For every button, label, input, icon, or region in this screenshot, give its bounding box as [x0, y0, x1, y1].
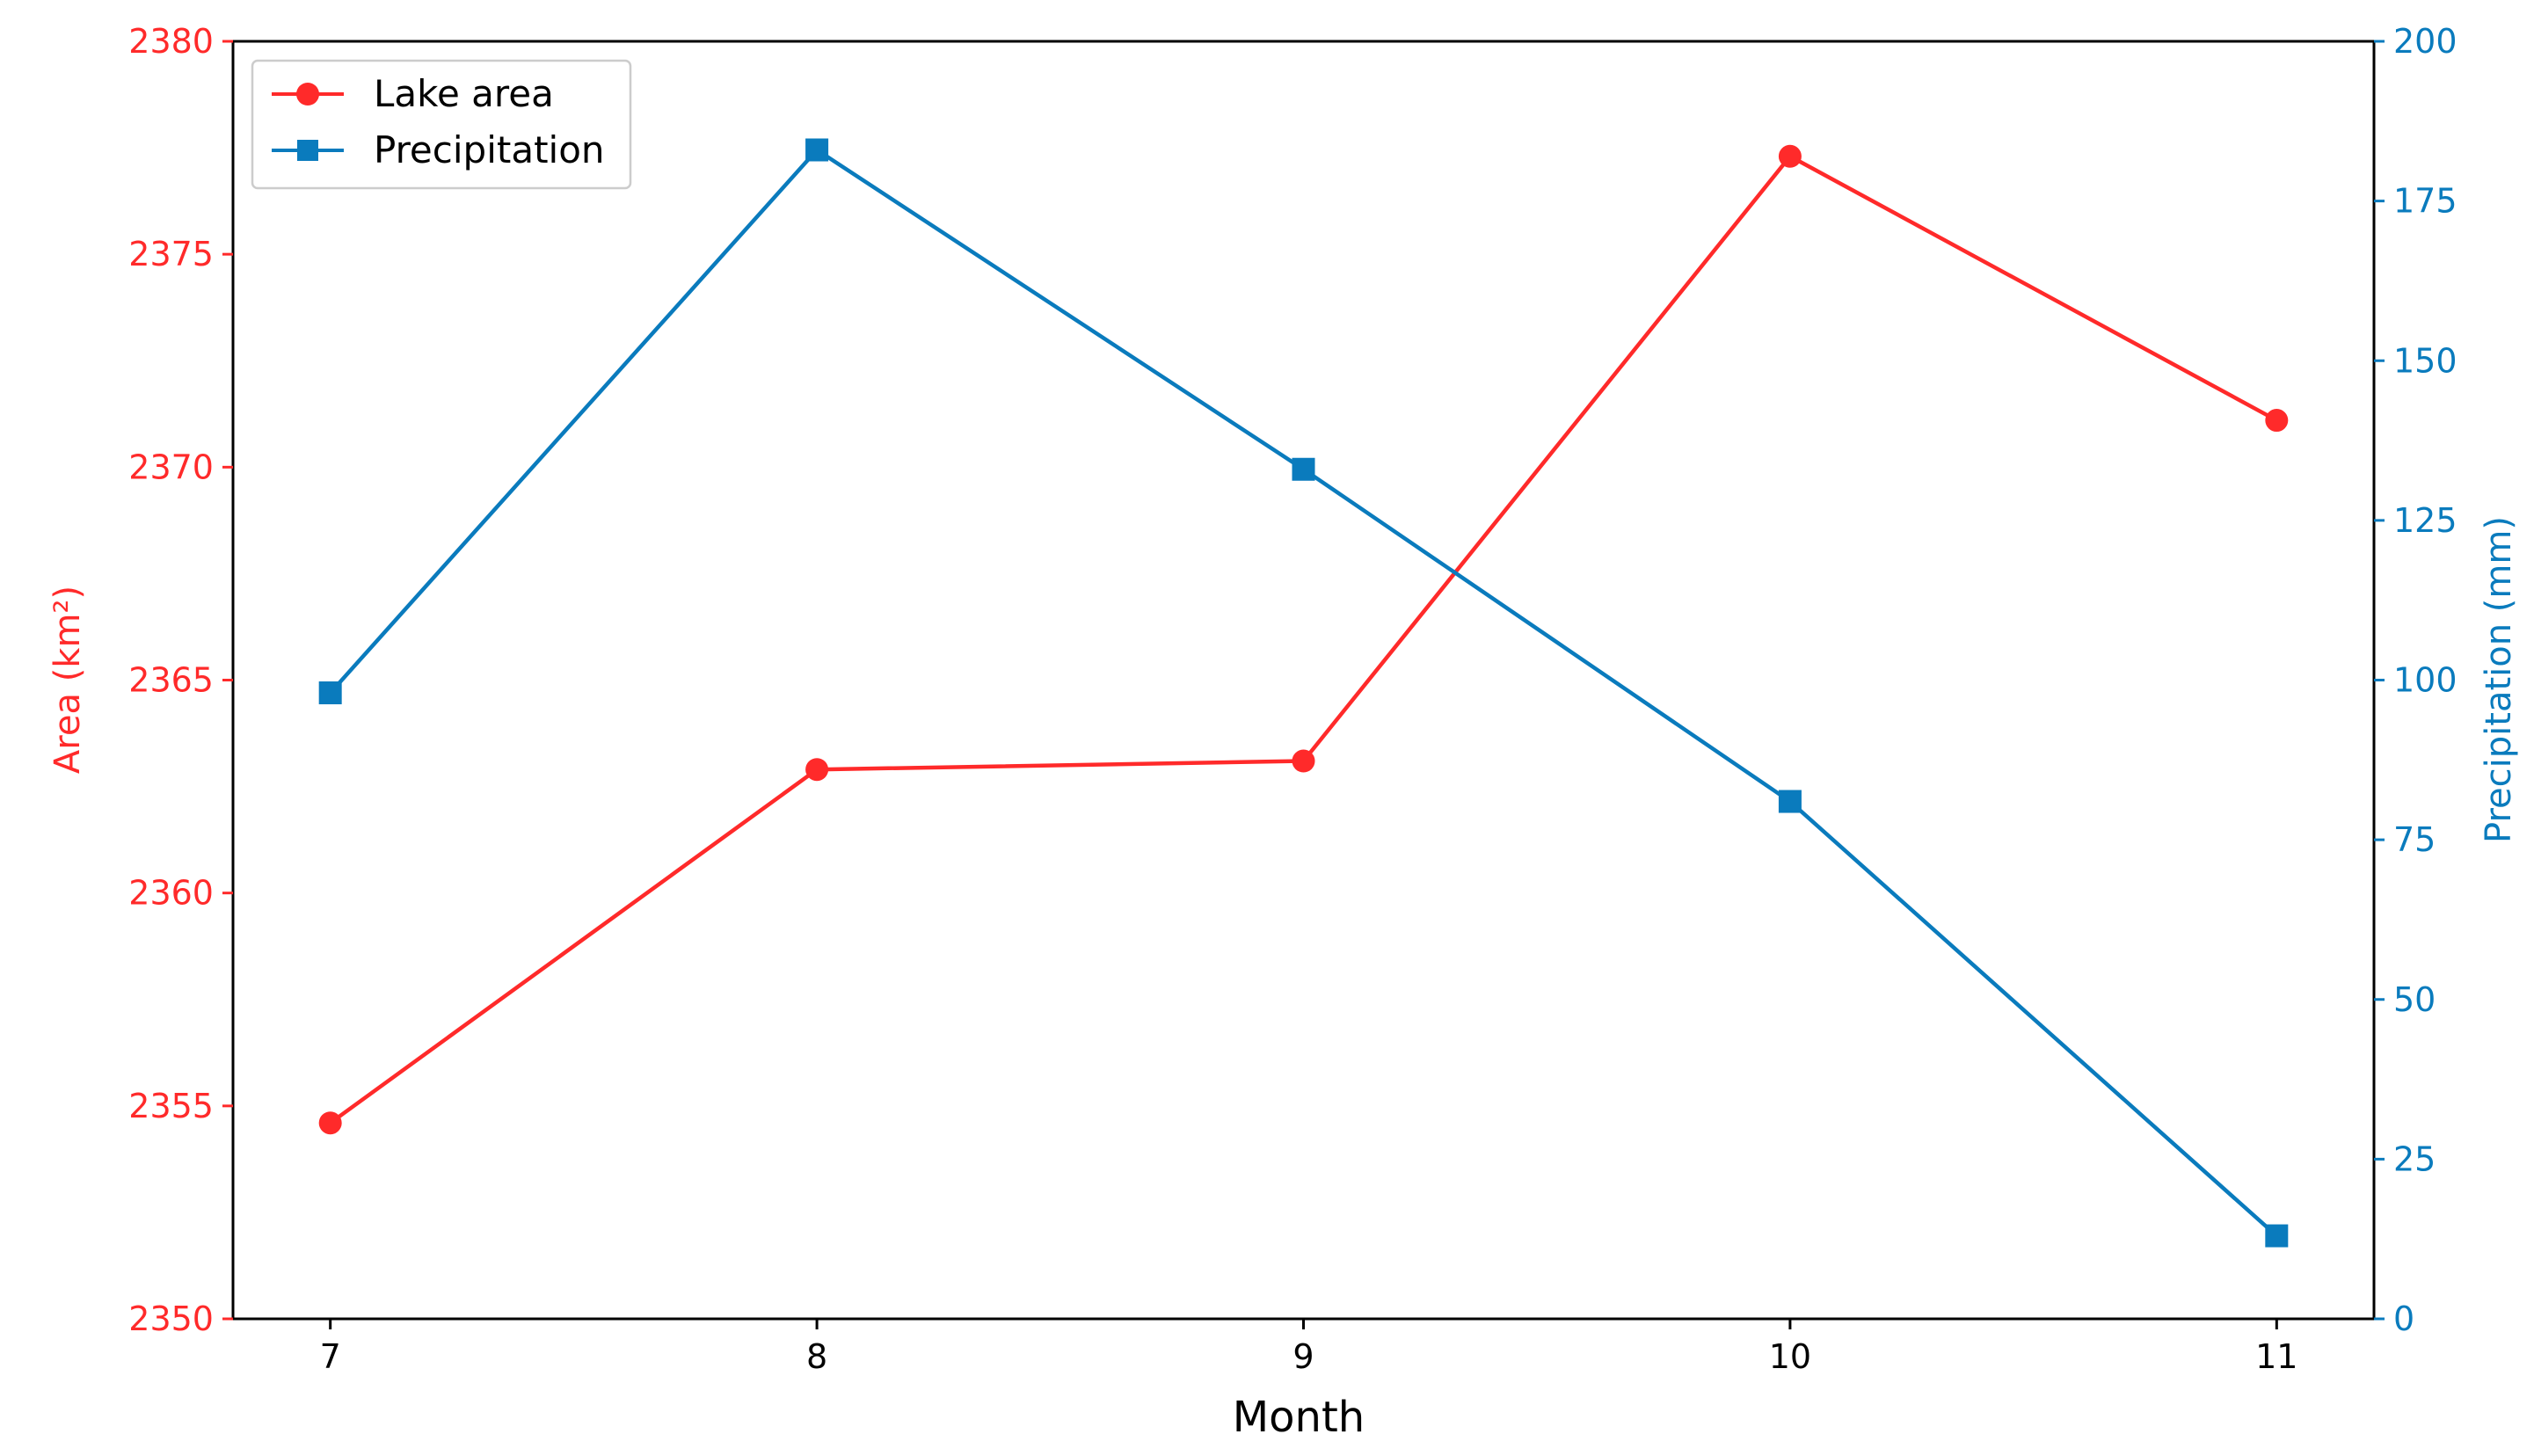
right-tick-label: 75 [2393, 820, 2436, 859]
right-axis-ticks: 0 25 50 75 100 125 150 175 200 [2374, 22, 2458, 1338]
x-tick-label: 10 [1769, 1337, 1811, 1376]
left-tick-label: 2350 [128, 1299, 214, 1338]
x-axis-ticks: 7 8 9 10 11 [320, 1319, 2297, 1376]
left-axis-ticks: 2350 2355 2360 2365 2370 2375 2380 [128, 22, 233, 1338]
left-tick-label: 2375 [128, 235, 214, 273]
data-point-lake-area [1778, 144, 1802, 168]
data-point-lake-area [2265, 409, 2289, 433]
x-tick-label: 9 [1292, 1337, 1314, 1376]
series-layer [318, 138, 2289, 1248]
right-tick-label: 25 [2393, 1139, 2436, 1178]
right-tick-label: 200 [2393, 22, 2458, 61]
right-tick-label: 0 [2393, 1299, 2414, 1338]
x-tick-label: 11 [2255, 1337, 2297, 1376]
data-point-precipitation [318, 681, 342, 705]
legend-marker-lake-area [296, 83, 319, 106]
left-tick-label: 2365 [128, 661, 214, 700]
left-axis-label: Area (km²) [47, 586, 88, 774]
series-line-precipitation [329, 148, 2278, 1238]
legend: Lake area Precipitation [251, 59, 632, 190]
x-axis-label: Month [1233, 1393, 1365, 1442]
right-tick-label: 150 [2393, 341, 2458, 380]
right-tick-label: 100 [2393, 661, 2458, 700]
legend-label-precipitation: Precipitation [374, 128, 605, 171]
left-tick-label: 2355 [128, 1087, 214, 1125]
data-point-lake-area [318, 1111, 342, 1135]
x-tick-label: 7 [320, 1337, 341, 1376]
left-tick-label: 2360 [128, 874, 214, 913]
data-point-precipitation [1778, 790, 1802, 813]
x-tick-label: 8 [806, 1337, 827, 1376]
right-tick-label: 125 [2393, 501, 2458, 540]
plot-frame [231, 40, 2376, 1321]
data-point-lake-area [1292, 749, 1315, 773]
left-tick-label: 2370 [128, 448, 214, 486]
legend-box [251, 59, 632, 190]
right-tick-label: 175 [2393, 182, 2458, 221]
data-point-lake-area [805, 758, 829, 782]
legend-marker-precipitation [297, 140, 318, 161]
data-point-precipitation [2265, 1224, 2289, 1248]
data-point-precipitation [1292, 457, 1315, 481]
left-tick-label: 2380 [128, 22, 214, 61]
series-line-lake-area [329, 154, 2278, 1125]
legend-label-lake-area: Lake area [374, 72, 554, 115]
right-tick-label: 50 [2393, 980, 2436, 1019]
data-point-precipitation [805, 138, 829, 162]
right-axis-label: Precipitation (mm) [2479, 516, 2519, 843]
